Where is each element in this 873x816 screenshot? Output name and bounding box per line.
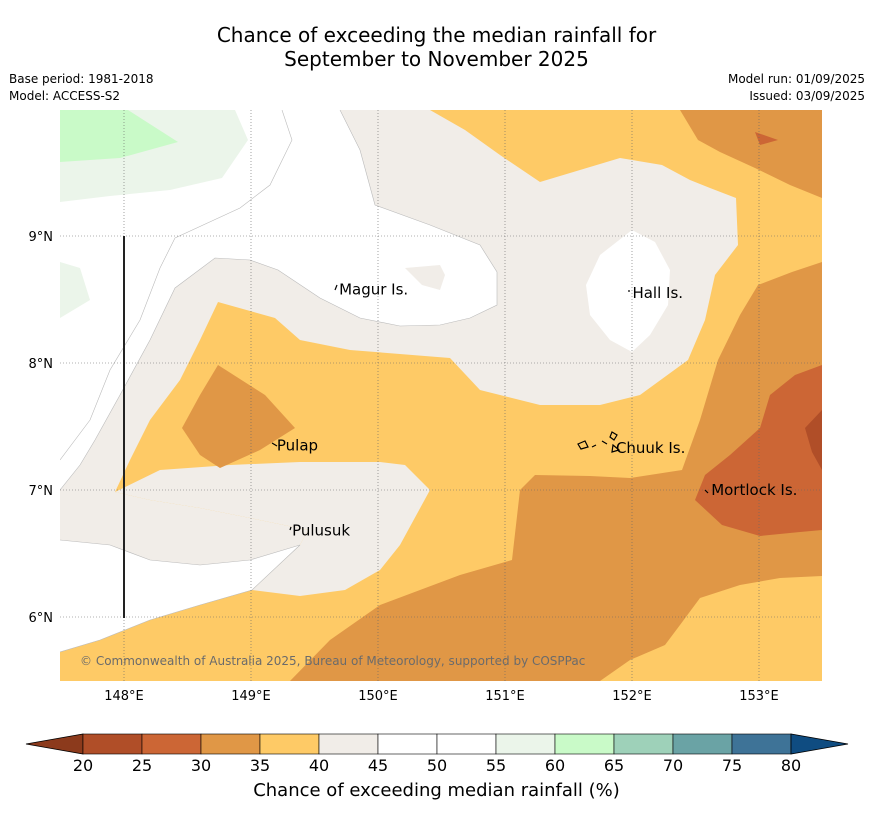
colorbar-tick-label: 60 (545, 756, 565, 775)
longitude-ticks: 148°E 149°E 150°E 151°E 152°E 153°E (104, 689, 779, 704)
mortlock-island-mark (704, 489, 709, 494)
colorbar-tick-label: 80 (781, 756, 801, 775)
colorbar-swatch (613, 733, 674, 755)
colorbar: 20 25 30 35 40 45 50 55 60 65 70 75 80 (25, 733, 849, 775)
pulap-island-mark (271, 442, 278, 447)
colorbar-swatch (495, 733, 556, 755)
colorbar-tick-label: 30 (191, 756, 211, 775)
colorbar-swatch (672, 733, 733, 755)
contour-45-55-hall (586, 230, 670, 352)
colorbar-swatch (554, 733, 615, 755)
longitude-tick-label: 151°E (485, 689, 525, 704)
place-label: Hall Is. (632, 284, 683, 302)
latitude-tick-label: 7°N (29, 484, 54, 499)
contour-40-45-south (115, 462, 430, 596)
latitude-tick-label: 8°N (29, 357, 54, 372)
contour-fields (60, 110, 822, 681)
colorbar-tick-label: 50 (427, 756, 447, 775)
colorbar-swatch (82, 733, 143, 755)
colorbar-swatch (731, 733, 792, 755)
map-title-line-2: September to November 2025 (284, 47, 589, 71)
place-label: Magur Is. (339, 280, 408, 298)
contour-45-55-west (60, 110, 497, 490)
model-run-date: Model run: 01/09/2025 (727, 72, 865, 86)
contour-20-25 (805, 410, 822, 470)
colorbar-tick-label: 55 (486, 756, 506, 775)
issued-date: Issued: 03/09/2025 (749, 89, 865, 103)
place-label: Mortlock Is. (711, 481, 797, 499)
place-label: Chuuk Is. (616, 439, 685, 457)
pulusuk-island-mark (289, 526, 292, 531)
longitude-tick-label: 149°E (231, 689, 271, 704)
longitude-tick-label: 150°E (358, 689, 398, 704)
model-name: Model: ACCESS-S2 (9, 89, 121, 103)
colorbar-tick-label: 20 (73, 756, 93, 775)
chuuk-island-marks (577, 431, 621, 453)
contour-30-35-east (290, 262, 822, 681)
colorbar-tick-label: 65 (604, 756, 624, 775)
colorbar-swatch (436, 733, 497, 755)
colorbar-tick-label: 35 (250, 756, 270, 775)
place-label: Pulusuk (292, 522, 350, 540)
colorbar-tick-label: 45 (368, 756, 388, 775)
contour-30-35-pulap (182, 365, 295, 468)
place-labels: Magur Is. Hall Is. Pulap Chuuk Is. Mortlock … (277, 280, 798, 539)
colorbar-tick-label: 40 (309, 756, 329, 775)
colorbar-under-arrow (25, 733, 84, 755)
magur-island-mark (334, 284, 338, 291)
longitude-tick-label: 148°E (104, 689, 144, 704)
base-period: Base period: 1981-2018 (9, 72, 154, 86)
colorbar-swatch (318, 733, 379, 755)
latitude-tick-label: 6°N (29, 611, 54, 626)
contour-60-65 (60, 110, 178, 162)
colorbar-swatch (259, 733, 320, 755)
contour-45-55-southwest (60, 540, 300, 652)
contour-35-40-southeast (600, 576, 822, 681)
colorbar-swatch (200, 733, 261, 755)
longitude-tick-label: 153°E (739, 689, 779, 704)
colorbar-tick-label: 70 (663, 756, 683, 775)
colorbar-tick-label: 75 (722, 756, 742, 775)
latitude-tick-label: 9°N (29, 230, 54, 245)
colorbar-swatch (141, 733, 202, 755)
colorbar-title: Chance of exceeding median rainfall (%) (253, 780, 620, 801)
contour-55-60-west (60, 262, 90, 318)
copyright-notice: © Commonwealth of Australia 2025, Bureau… (80, 654, 585, 668)
map-title-line-1: Chance of exceeding the median rainfall … (216, 23, 657, 47)
island-outlines (271, 284, 709, 531)
contour-outlines (60, 110, 498, 653)
place-label: Pulap (277, 437, 318, 455)
colorbar-tick-label: 25 (132, 756, 152, 775)
contour-40-45-magur-patch (405, 265, 445, 290)
longitude-tick-label: 152°E (612, 689, 652, 704)
colorbar-over-arrow (790, 733, 849, 755)
latitude-ticks: 9°N 8°N 7°N 6°N (29, 230, 54, 626)
contour-25-30-north (755, 132, 778, 145)
contour-25-30 (695, 365, 822, 536)
colorbar-swatch (377, 733, 438, 755)
contour-30-35-northeast (680, 110, 822, 198)
